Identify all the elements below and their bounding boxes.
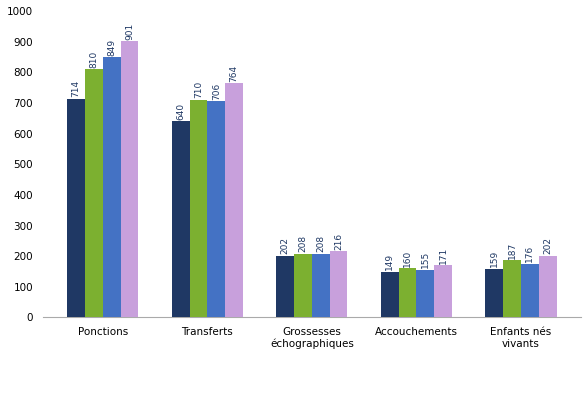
- Text: 159: 159: [490, 250, 499, 267]
- Text: 714: 714: [72, 80, 81, 97]
- Text: 149: 149: [385, 253, 395, 270]
- Text: 216: 216: [334, 232, 343, 250]
- Text: 155: 155: [421, 251, 430, 269]
- Text: 901: 901: [125, 22, 134, 40]
- Bar: [503, 260, 521, 317]
- Text: 202: 202: [543, 237, 552, 254]
- Bar: [416, 270, 435, 317]
- Bar: [435, 265, 452, 317]
- Text: 187: 187: [507, 241, 517, 258]
- Bar: [208, 101, 225, 317]
- Bar: [276, 256, 294, 317]
- Text: 208: 208: [316, 235, 325, 252]
- Text: 764: 764: [229, 65, 239, 82]
- Bar: [486, 269, 503, 317]
- Text: 710: 710: [194, 81, 203, 98]
- Bar: [103, 57, 121, 317]
- Bar: [381, 272, 399, 317]
- Bar: [399, 269, 416, 317]
- Text: 640: 640: [176, 103, 185, 120]
- Bar: [225, 83, 243, 317]
- Text: 706: 706: [212, 82, 220, 100]
- Text: 202: 202: [280, 237, 290, 254]
- Bar: [172, 121, 189, 317]
- Bar: [85, 69, 103, 317]
- Text: 849: 849: [107, 39, 116, 56]
- Bar: [121, 41, 138, 317]
- Text: 810: 810: [89, 50, 98, 68]
- Bar: [312, 254, 330, 317]
- Bar: [521, 263, 539, 317]
- Bar: [330, 251, 348, 317]
- Bar: [539, 256, 557, 317]
- Bar: [294, 254, 312, 317]
- Text: 171: 171: [439, 246, 447, 263]
- Bar: [67, 98, 85, 317]
- Text: 208: 208: [299, 235, 308, 252]
- Bar: [189, 100, 208, 317]
- Text: 176: 176: [526, 245, 534, 262]
- Text: 160: 160: [403, 249, 412, 267]
